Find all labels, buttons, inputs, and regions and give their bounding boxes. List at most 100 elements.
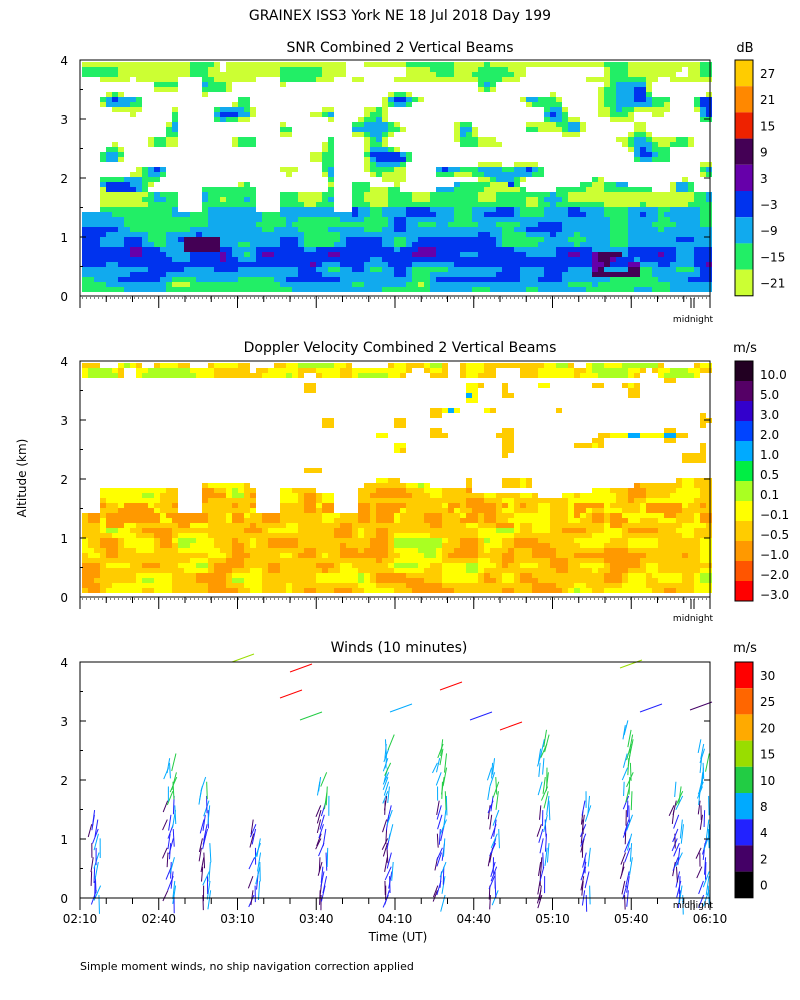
snr-cell bbox=[664, 227, 670, 232]
snr-cell bbox=[484, 287, 490, 292]
snr-cell bbox=[550, 127, 556, 132]
snr-cell bbox=[700, 222, 706, 227]
snr-cell bbox=[382, 257, 388, 262]
snr-cell bbox=[358, 132, 364, 137]
snr-cell bbox=[202, 242, 208, 247]
doppler-cell bbox=[274, 543, 280, 548]
snr-cell bbox=[520, 207, 526, 212]
snr-cell bbox=[634, 197, 640, 202]
snr-cell bbox=[460, 257, 466, 262]
doppler-cell bbox=[334, 558, 340, 563]
snr-cell bbox=[520, 192, 526, 197]
snr-cell bbox=[118, 102, 124, 107]
doppler-cell bbox=[214, 533, 220, 538]
doppler-cell bbox=[274, 533, 280, 538]
doppler-cell bbox=[94, 543, 100, 548]
snr-cell bbox=[586, 62, 592, 67]
snr-cell bbox=[214, 77, 220, 82]
doppler-cell bbox=[298, 583, 304, 588]
snr-cell bbox=[628, 97, 634, 102]
snr-cell bbox=[214, 217, 220, 222]
doppler-cell bbox=[214, 503, 220, 508]
doppler-cell bbox=[544, 518, 550, 523]
snr-cell bbox=[598, 87, 604, 92]
doppler-cell bbox=[202, 528, 208, 533]
doppler-cell bbox=[142, 563, 148, 568]
doppler-cell bbox=[136, 508, 142, 513]
snr-cell bbox=[586, 182, 592, 187]
snr-cell bbox=[532, 222, 538, 227]
snr-cell bbox=[226, 287, 232, 292]
snr-cell bbox=[670, 242, 676, 247]
snr-cell bbox=[166, 122, 172, 127]
doppler-cell bbox=[418, 588, 424, 593]
doppler-cell bbox=[202, 583, 208, 588]
doppler-cell bbox=[442, 573, 448, 578]
snr-cell bbox=[616, 67, 622, 72]
doppler-cell bbox=[358, 523, 364, 528]
snr-cell bbox=[166, 132, 172, 137]
doppler-cell bbox=[448, 523, 454, 528]
snr-cell bbox=[172, 272, 178, 277]
snr-cell bbox=[586, 242, 592, 247]
snr-cell bbox=[466, 187, 472, 192]
snr-cell bbox=[190, 257, 196, 262]
snr-cell bbox=[358, 277, 364, 282]
doppler-cell bbox=[484, 493, 490, 498]
doppler-cell bbox=[154, 588, 160, 593]
snr-cell bbox=[160, 252, 166, 257]
doppler-cell bbox=[130, 573, 136, 578]
snr-cell bbox=[148, 252, 154, 257]
snr-cell bbox=[130, 107, 136, 112]
snr-cell bbox=[244, 77, 250, 82]
doppler-cell bbox=[340, 518, 346, 523]
snr-cell bbox=[460, 222, 466, 227]
snr-cell bbox=[550, 207, 556, 212]
doppler-cell bbox=[502, 493, 508, 498]
doppler-cell bbox=[118, 553, 124, 558]
doppler-cell bbox=[370, 553, 376, 558]
snr-cell bbox=[430, 287, 436, 292]
doppler-cell bbox=[394, 518, 400, 523]
snr-cell bbox=[124, 192, 130, 197]
snr-cell bbox=[166, 87, 172, 92]
doppler-cell bbox=[160, 523, 166, 528]
snr-cell bbox=[586, 207, 592, 212]
doppler-cell bbox=[250, 533, 256, 538]
doppler-cell bbox=[478, 508, 484, 513]
snr-cell bbox=[580, 287, 586, 292]
doppler-cell bbox=[160, 533, 166, 538]
snr-cell bbox=[454, 222, 460, 227]
snr-cell bbox=[340, 257, 346, 262]
snr-cell bbox=[418, 207, 424, 212]
doppler-cell bbox=[400, 483, 406, 488]
snr-cell bbox=[574, 117, 580, 122]
doppler-cell bbox=[226, 543, 232, 548]
snr-cell bbox=[280, 272, 286, 277]
snr-cell bbox=[466, 257, 472, 262]
doppler-cell bbox=[298, 588, 304, 593]
doppler-cell bbox=[526, 363, 532, 368]
doppler-cell bbox=[142, 523, 148, 528]
doppler-cell bbox=[94, 573, 100, 578]
snr-cell bbox=[580, 197, 586, 202]
doppler-cell bbox=[100, 528, 106, 533]
doppler-cell bbox=[268, 563, 274, 568]
snr-cell bbox=[202, 87, 208, 92]
snr-cell bbox=[298, 267, 304, 272]
snr-cell bbox=[646, 282, 652, 287]
snr-cell bbox=[646, 87, 652, 92]
snr-cell bbox=[574, 272, 580, 277]
snr-cell bbox=[256, 217, 262, 222]
snr-cell bbox=[130, 97, 136, 102]
snr-cell bbox=[370, 167, 376, 172]
snr-cell bbox=[496, 187, 502, 192]
doppler-cell bbox=[484, 553, 490, 558]
doppler-cell bbox=[556, 498, 562, 503]
snr-cell bbox=[382, 122, 388, 127]
doppler-cell bbox=[556, 588, 562, 593]
snr-cell bbox=[412, 267, 418, 272]
snr-cell bbox=[100, 97, 106, 102]
snr-cell bbox=[448, 232, 454, 237]
doppler-cell bbox=[82, 543, 88, 548]
